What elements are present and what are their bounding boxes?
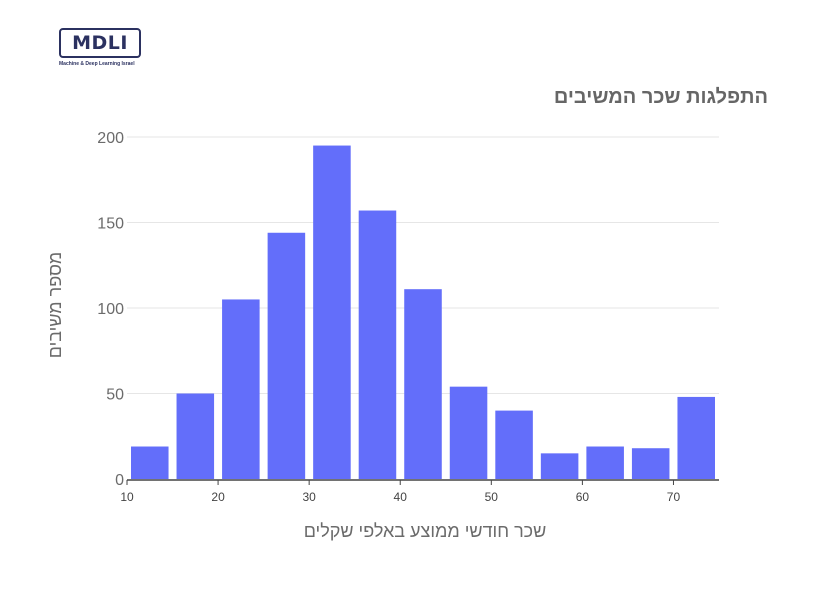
bar [495, 410, 533, 479]
bar [586, 446, 624, 479]
x-axis-ticks: 10 20 30 40 50 60 70 [120, 480, 680, 504]
bar [131, 446, 169, 479]
y-tick-label: 50 [106, 387, 124, 404]
x-tick-label: 20 [211, 490, 225, 504]
y-tick-label: 150 [97, 216, 124, 233]
x-tick-label: 30 [302, 490, 316, 504]
bar [631, 448, 670, 479]
x-axis-label: שכר חודשי ממוצע באלפי שקלים [304, 521, 547, 541]
logo-subtitle: Machine & Deep Learning Israel [59, 61, 135, 67]
bar [358, 210, 397, 479]
chart-title: התפלגות שכר המשיבים [553, 86, 768, 108]
x-tick-label: 10 [120, 490, 134, 504]
bar [267, 232, 306, 479]
logo-mark: MDLI [59, 28, 141, 58]
bar [176, 393, 215, 479]
y-tick-label: 200 [97, 130, 124, 147]
bar [540, 453, 579, 479]
x-tick-label: 70 [667, 490, 681, 504]
logo: MDLI Machine & Deep Learning Israel [59, 28, 147, 74]
bar [677, 396, 715, 479]
y-tick-label: 100 [97, 301, 124, 318]
y-axis-ticks: 0 50 100 150 200 [97, 130, 124, 489]
bar [449, 386, 488, 479]
bar [222, 299, 260, 479]
x-tick-label: 40 [394, 490, 408, 504]
x-tick-label: 60 [576, 490, 590, 504]
bars [131, 145, 715, 480]
bar [313, 145, 351, 480]
x-tick-label: 50 [485, 490, 499, 504]
y-tick-label: 0 [115, 472, 124, 489]
y-axis-label: מספר משיבים [45, 252, 65, 359]
bar [404, 289, 442, 479]
